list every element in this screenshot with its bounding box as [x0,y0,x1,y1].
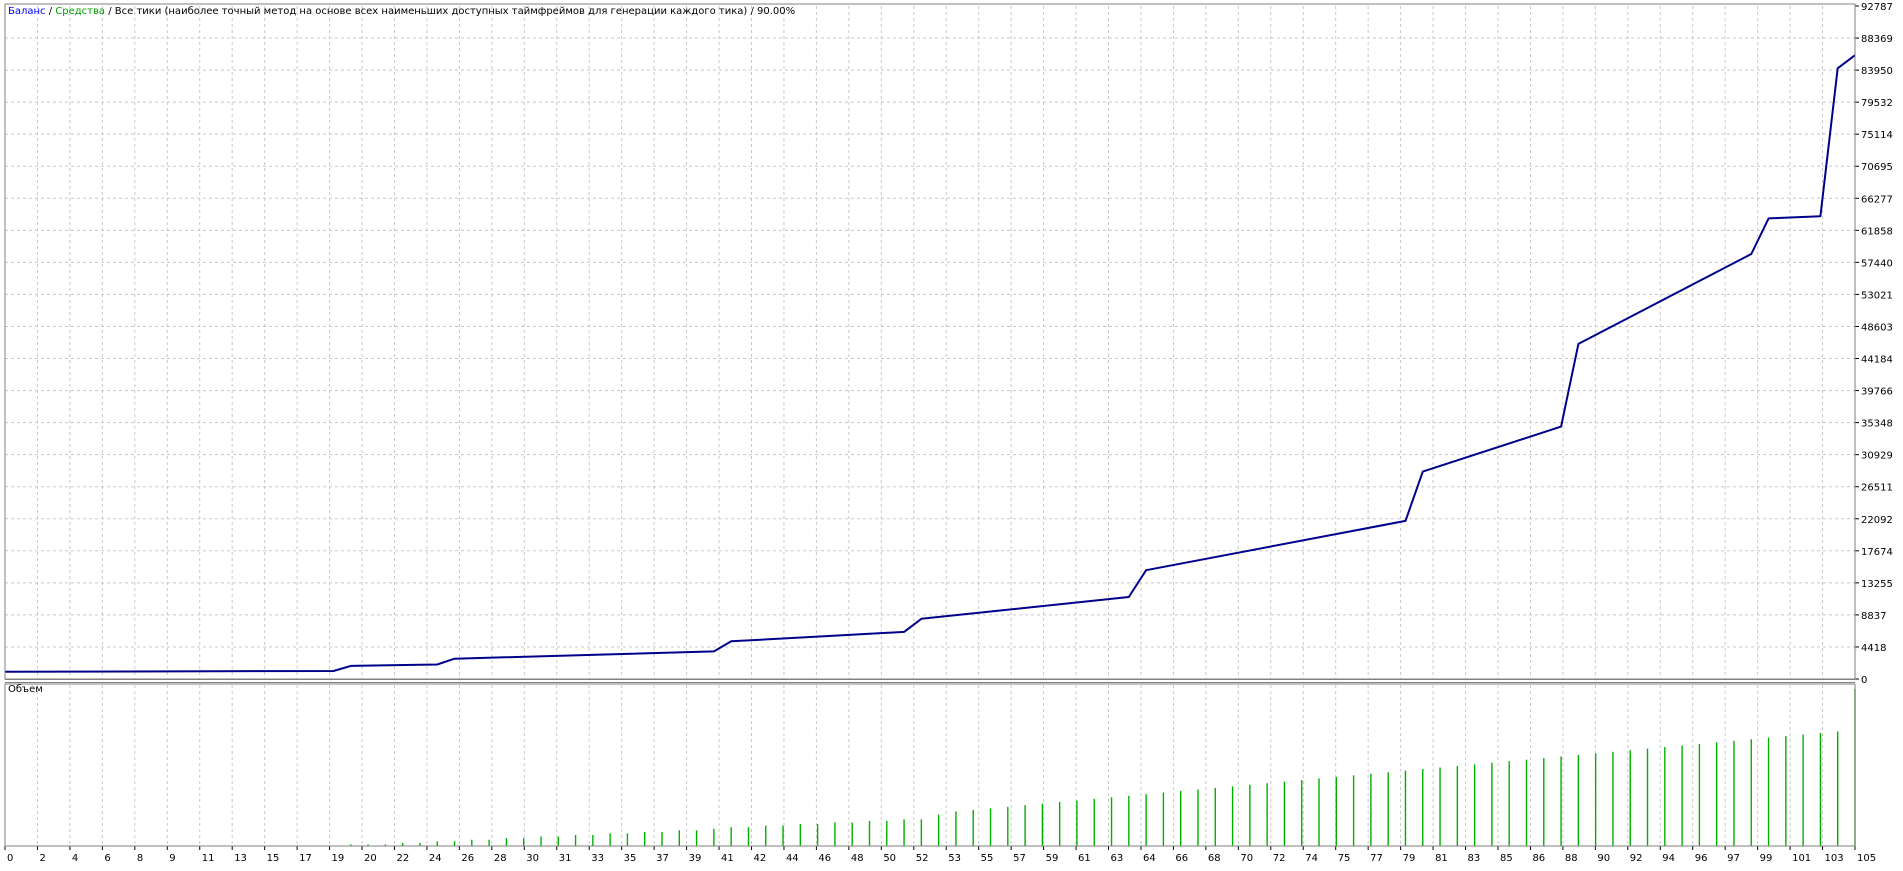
equity-legend: Средства [55,6,106,17]
x-axis-tick-label: 53 [948,853,961,864]
x-axis-tick-label: 66 [1175,853,1188,864]
x-axis-tick-label: 33 [591,853,604,864]
y-axis-tick-label: 13255 [1861,579,1893,590]
x-axis-tick-label: 59 [1046,853,1059,864]
x-axis-tick-label: 26 [461,853,474,864]
x-axis-tick-label: 44 [786,853,799,864]
x-axis-tick-label: 86 [1532,853,1545,864]
x-axis-tick-label: 85 [1500,853,1513,864]
x-axis-tick-label: 63 [1111,853,1124,864]
x-axis-tick-label: 6 [104,853,110,864]
x-axis-tick-label: 19 [332,853,345,864]
y-axis-tick-label: 79532 [1861,98,1893,109]
x-axis-tick-label: 103 [1825,853,1844,864]
x-axis-tick-label: 13 [234,853,247,864]
x-axis-tick-label: 55 [981,853,994,864]
y-axis-tick-label: 83950 [1861,66,1893,77]
x-axis-tick-label: 4 [72,853,78,864]
x-axis-tick-label: 61 [1078,853,1091,864]
x-axis-tick-label: 24 [429,853,442,864]
y-axis-tick-label: 8837 [1861,611,1886,622]
y-axis-tick-label: 39766 [1861,387,1893,398]
x-axis-tick-label: 83 [1468,853,1481,864]
x-axis-tick-label: 42 [753,853,766,864]
x-axis-tick-label: 22 [396,853,409,864]
balance-series-line [4,54,1856,673]
x-axis-tick-label: 8 [137,853,143,864]
x-axis-tick-label: 37 [656,853,669,864]
y-axis-tick-label: 92787 [1861,2,1893,13]
x-axis-tick-label: 94 [1662,853,1675,864]
x-axis-tick-label: 81 [1435,853,1448,864]
chart-legend: Баланс / Средства / Все тики (наиболее т… [8,6,795,17]
x-axis-tick-label: 97 [1727,853,1740,864]
legend-separator: / [45,6,56,17]
legend-separator: / [747,6,758,17]
y-axis-tick-label: 75114 [1861,130,1893,141]
x-axis-tick-label: 68 [1208,853,1221,864]
y-axis-tick-label: 26511 [1861,483,1893,494]
x-axis-tick-label: 41 [721,853,734,864]
x-axis-tick-label: 64 [1143,853,1156,864]
x-axis-tick-label: 28 [494,853,507,864]
y-axis-tick-label: 35348 [1861,419,1893,430]
x-axis-tick-label: 57 [1013,853,1026,864]
x-axis-tick-label: 17 [299,853,312,864]
x-axis-tick-label: 0 [7,853,13,864]
x-axis-tick-label: 96 [1695,853,1708,864]
y-axis-tick-label: 0 [1861,675,1867,686]
x-axis-tick-label: 11 [202,853,215,864]
x-axis-tick-label: 46 [818,853,831,864]
y-axis-tick-label: 53021 [1861,290,1893,301]
modeling-description: Все тики (наиболее точный метод на основ… [114,6,748,17]
x-axis-tick-label: 9 [169,853,175,864]
x-axis-tick-label: 105 [1857,853,1876,864]
y-axis-tick-label: 17674 [1861,547,1893,558]
x-axis-tick-label: 79 [1403,853,1416,864]
volume-pane-title: Объем [8,684,43,695]
modeling-quality: 90.00% [757,6,796,17]
x-axis-tick-label: 72 [1273,853,1286,864]
x-axis-tick-label: 70 [1240,853,1253,864]
x-axis-tick-label: 20 [364,853,377,864]
y-axis-tick-label: 48603 [1861,322,1893,333]
x-axis-tick-label: 15 [267,853,280,864]
x-axis-tick-label: 48 [851,853,864,864]
x-axis-tick-label: 75 [1338,853,1351,864]
x-axis-tick-label: 2 [39,853,45,864]
volume-pane-frame [4,683,1856,847]
x-axis-tick-label: 101 [1792,853,1811,864]
y-axis-tick-label: 44184 [1861,355,1893,366]
y-axis-tick-label: 70695 [1861,162,1893,173]
x-axis-tick-label: 50 [883,853,896,864]
y-axis-tick-label: 4418 [1861,643,1886,654]
x-axis-tick-label: 92 [1630,853,1643,864]
x-axis-tick-label: 88 [1565,853,1578,864]
x-axis-tick-label: 77 [1370,853,1383,864]
y-axis-tick-label: 88369 [1861,34,1893,45]
y-axis-tick-label: 61858 [1861,226,1893,237]
y-axis-tick-label: 57440 [1861,258,1893,269]
y-axis-tick-label: 30929 [1861,451,1893,462]
balance-legend: Баланс [8,6,46,17]
y-axis-tick-label: 66277 [1861,194,1893,205]
x-axis-tick-label: 31 [559,853,572,864]
x-axis-tick-label: 74 [1305,853,1318,864]
x-axis-tick-label: 99 [1760,853,1773,864]
x-axis-tick-label: 52 [916,853,929,864]
x-axis-tick-label: 35 [624,853,637,864]
legend-separator: / [105,6,115,17]
x-axis-tick-label: 30 [526,853,539,864]
x-axis-tick-label: 39 [689,853,702,864]
x-axis-tick-label: 90 [1597,853,1610,864]
y-axis-tick-label: 22092 [1861,515,1893,526]
